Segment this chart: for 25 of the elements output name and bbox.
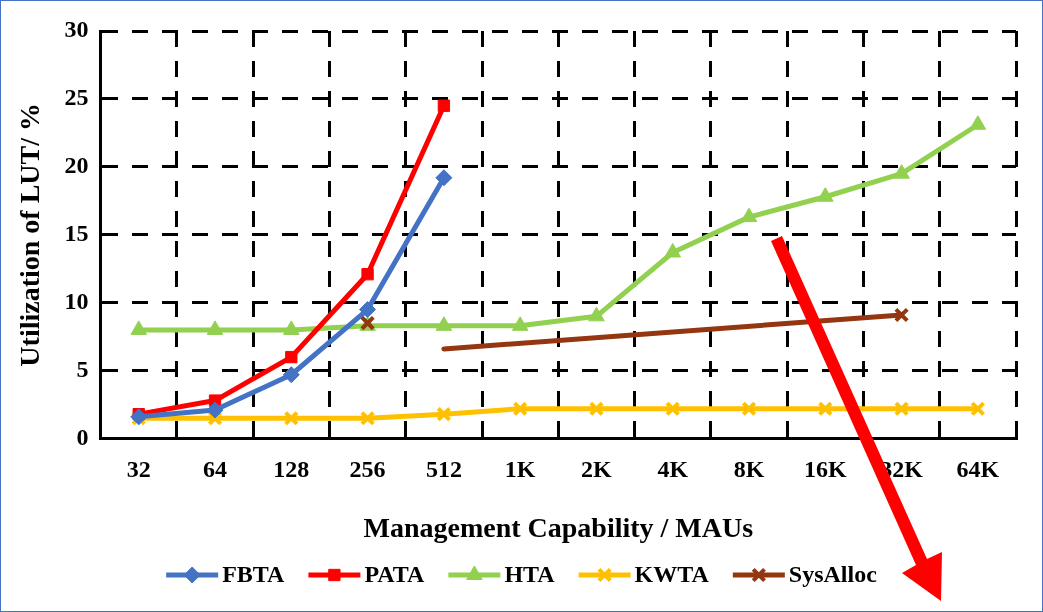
x-tick-label: 4K: [657, 456, 689, 483]
x-tick-label: 64K: [956, 456, 1000, 483]
x-tick-label: 1K: [504, 456, 536, 483]
y-tick-label: 25: [64, 84, 89, 111]
x-tick-label: 8K: [733, 456, 765, 483]
y-tick-label: 15: [64, 220, 89, 246]
legend-label: HTA: [504, 561, 556, 588]
x-tick-label: 128: [273, 456, 310, 483]
y-tick-label: 5: [76, 355, 89, 382]
x-tick-label: 2K: [581, 456, 613, 483]
x-tick-label: 16K: [803, 456, 847, 483]
x-tick-label: 256: [349, 456, 386, 483]
x-axis-title: Management Capability / MAUs: [363, 512, 754, 544]
y-tick-label: 20: [64, 152, 89, 179]
x-tick-label: 32: [126, 456, 151, 483]
legend-label: FBTA: [222, 561, 286, 588]
y-tick-label: 10: [64, 287, 89, 314]
legend-label: KWTA: [634, 561, 710, 588]
x-tick-label: 512: [425, 456, 462, 483]
y-tick-label: 0: [76, 423, 89, 450]
x-tick-label: 64: [203, 456, 228, 483]
legend-label: PATA: [364, 561, 426, 588]
y-axis-title: Utilization of LUT/ %: [14, 102, 46, 367]
legend-label: SysAlloc: [788, 561, 878, 588]
y-tick-label: 30: [64, 16, 89, 43]
